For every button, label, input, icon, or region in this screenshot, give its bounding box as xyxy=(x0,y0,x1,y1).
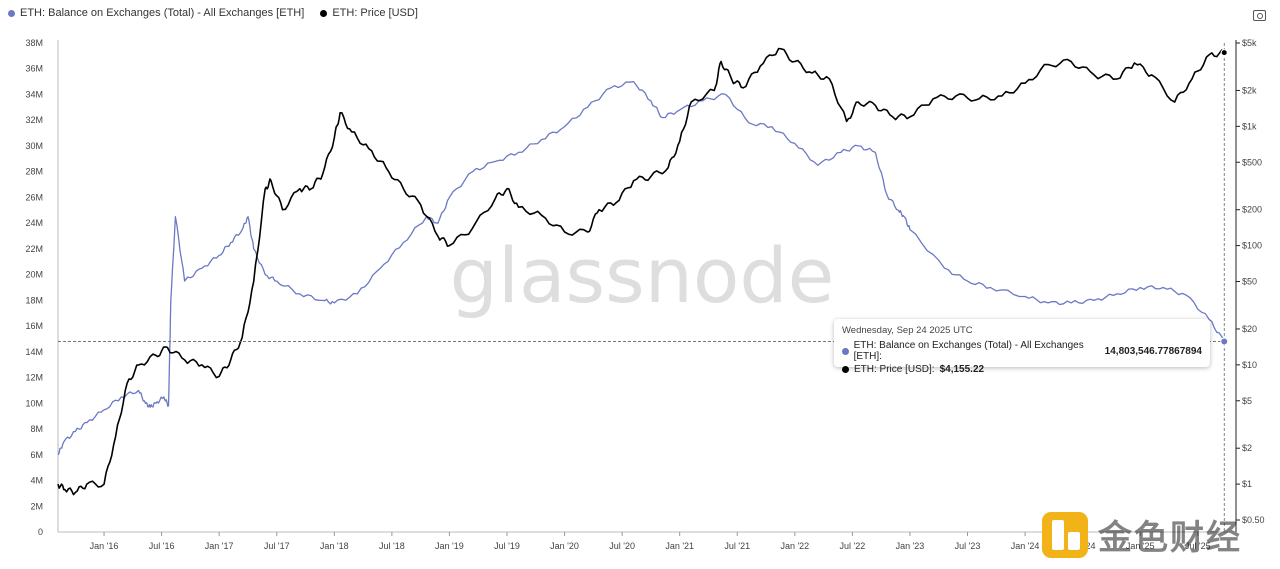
y-left-tick-label: 6M xyxy=(30,450,43,460)
legend-label-price: ETH: Price [USD] xyxy=(332,7,418,19)
series-layer xyxy=(57,47,1225,496)
tooltip-balance-label: ETH: Balance on Exchanges (Total) - All … xyxy=(853,340,1084,362)
series-line-price xyxy=(57,47,1225,496)
legend-label-balance: ETH: Balance on Exchanges (Total) - All … xyxy=(20,7,305,19)
x-tick-label: Jan '16 xyxy=(90,541,119,551)
y-right-tick-label: $1k xyxy=(1242,121,1257,131)
x-tick-label: Jul '19 xyxy=(494,541,520,551)
tooltip-price-value: $4,155.22 xyxy=(939,364,985,375)
y-left-tick-label: 4M xyxy=(30,476,43,486)
y-left-tick-label: 12M xyxy=(25,373,43,383)
x-tick-label: Jan '20 xyxy=(550,541,579,551)
tooltip-row-balance: ETH: Balance on Exchanges (Total) - All … xyxy=(842,340,1202,362)
y-left-tick-label: 8M xyxy=(30,424,43,434)
x-tick-label: Jan '25 xyxy=(1126,541,1155,551)
x-tick-label: Jul '16 xyxy=(149,541,175,551)
y-right-tick-label: $0.50 xyxy=(1242,515,1265,525)
x-tick-label: Jan '19 xyxy=(435,541,464,551)
tooltip-dot-balance-icon xyxy=(842,347,849,355)
x-tick-label: Jul '22 xyxy=(840,541,866,551)
y-left-tick-label: 20M xyxy=(25,270,43,280)
legend: ETH: Balance on Exchanges (Total) - All … xyxy=(8,7,418,19)
x-tick-label: Jan '18 xyxy=(320,541,349,551)
y-right-tick-label: $20 xyxy=(1242,324,1257,334)
y-right-tick-label: $1 xyxy=(1242,479,1252,489)
jinse-logo-icon xyxy=(1042,511,1088,558)
corner-watermark-text: 金色财经 xyxy=(1098,518,1242,558)
x-tick-label: Jul '23 xyxy=(955,541,981,551)
legend-item-price[interactable]: ETH: Price [USD] xyxy=(320,7,418,19)
x-tick-label: Jul '18 xyxy=(379,541,405,551)
axes: 0 2M 4M 6M 8M 10M 12M 14M 16M 18M 20M 22M 24M 26M 28M 3… xyxy=(25,38,1264,551)
y-left-tick-label: 14M xyxy=(25,347,43,357)
y-left-tick-label: 0 xyxy=(38,527,43,537)
tooltip-balance-value: 14,803,546.77867894 xyxy=(1104,345,1202,357)
tooltip-date: Wednesday, Sep 24 2025 UTC xyxy=(842,325,973,336)
y-right-tick-label: $100 xyxy=(1242,241,1262,251)
y-left-tick-label: 2M xyxy=(30,501,43,511)
y-right-tick-label: $2 xyxy=(1242,443,1252,453)
y-left-tick-label: 32M xyxy=(25,115,43,125)
x-tick-label: Jan '17 xyxy=(205,541,234,551)
tooltip-row-price: ETH: Price [USD]: $4,155.22 xyxy=(842,364,1202,375)
tooltip: Wednesday, Sep 24 2025 UTC ETH: Balance … xyxy=(834,319,1210,375)
y-right-tick-label: $5k xyxy=(1242,38,1257,48)
x-tick-label: Jan '23 xyxy=(896,541,925,551)
y-left-tick-label: 30M xyxy=(25,141,43,151)
x-tick-label: Jan '24 xyxy=(1011,541,1040,551)
y-right-tick-label: $200 xyxy=(1242,205,1262,215)
y-left-tick-label: 26M xyxy=(25,192,43,202)
y-right-tick-label: $500 xyxy=(1242,157,1262,167)
series-line-balance xyxy=(57,80,1225,456)
x-tick-label: Jul '20 xyxy=(609,541,635,551)
y-left-tick-label: 24M xyxy=(25,218,43,228)
x-tick-label: Jul '21 xyxy=(724,541,750,551)
legend-dot-price-icon xyxy=(320,9,328,17)
y-left-tick-label: 34M xyxy=(25,89,43,99)
y-left-tick-label: 16M xyxy=(25,321,43,331)
tooltip-dot-price-icon xyxy=(842,366,849,373)
y-left-tick-label: 36M xyxy=(25,64,43,74)
x-tick-label: Jul '17 xyxy=(264,541,290,551)
x-tick-label: Jan '21 xyxy=(665,541,694,551)
tooltip-price-label: ETH: Price [USD]: xyxy=(854,364,935,375)
balance-marker xyxy=(1220,337,1229,346)
y-left-tick-label: 10M xyxy=(25,398,43,408)
y-left-tick-label: 18M xyxy=(25,295,43,305)
price-marker xyxy=(1220,49,1228,57)
y-right-tick-label: $10 xyxy=(1242,360,1257,370)
legend-item-balance[interactable]: ETH: Balance on Exchanges (Total) - All … xyxy=(8,7,304,19)
y-right-tick-label: $5 xyxy=(1242,396,1252,406)
glassnode-watermark: glassnode xyxy=(450,231,835,320)
x-tick-label: Jul '25 xyxy=(1185,541,1211,551)
y-right-tick-label: $2k xyxy=(1242,85,1257,95)
x-tick-label: Jan '22 xyxy=(780,541,809,551)
legend-dot-balance-icon xyxy=(8,9,15,17)
corner-watermark: 金色财经 xyxy=(1042,510,1242,559)
camera-icon[interactable] xyxy=(1253,10,1266,21)
y-left-tick-label: 22M xyxy=(25,244,43,254)
y-left-tick-label: 38M xyxy=(25,38,43,48)
y-left-tick-label: 28M xyxy=(25,167,43,177)
y-right-tick-label: $50 xyxy=(1242,277,1257,287)
